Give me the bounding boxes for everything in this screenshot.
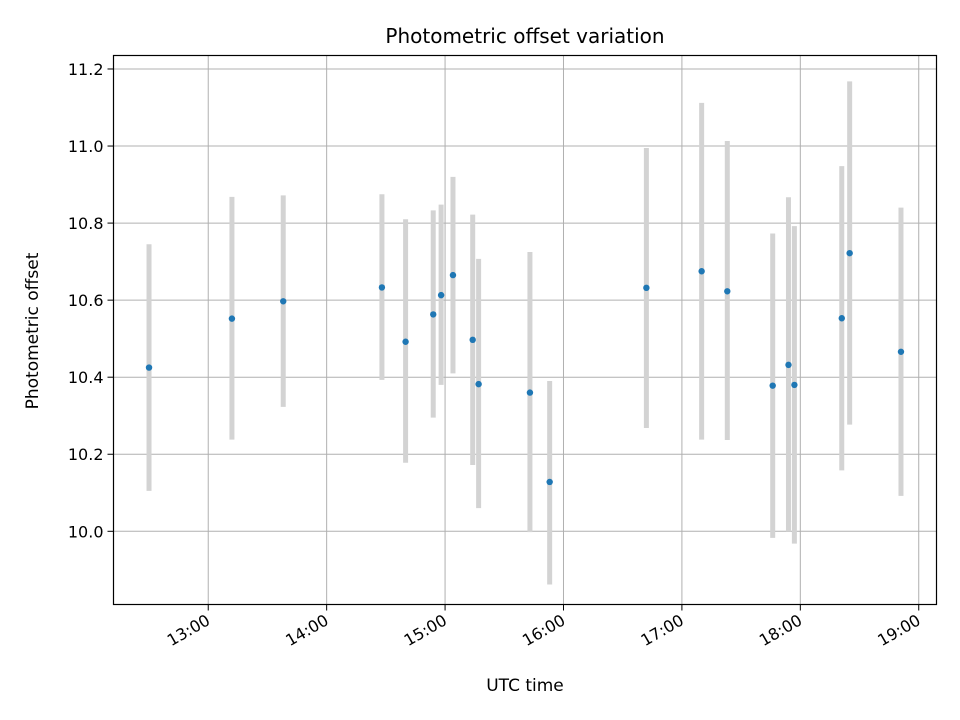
data-point <box>785 361 792 369</box>
data-point <box>791 381 798 389</box>
data-point <box>546 478 553 486</box>
data-point <box>724 288 731 295</box>
grid <box>113 55 937 605</box>
data-point <box>698 268 705 275</box>
y-axis: 10.0 10.2 10.4 10.6 10.8 11.0 11.2 <box>68 60 114 541</box>
data-point <box>526 389 534 396</box>
data-point <box>228 315 236 322</box>
data-point <box>838 315 845 322</box>
y-tick-label: 10.4 <box>68 368 104 387</box>
data-point <box>378 284 386 291</box>
data-point <box>769 382 776 389</box>
y-tick-label: 10.0 <box>68 522 104 541</box>
data-points <box>145 249 905 486</box>
y-tick-label: 11.0 <box>68 137 104 156</box>
x-axis-label: UTC time <box>486 676 564 696</box>
data-point <box>145 364 153 371</box>
data-point <box>437 291 445 299</box>
data-point <box>475 380 482 388</box>
data-point <box>643 284 650 292</box>
data-point <box>897 348 905 355</box>
data-point <box>430 311 437 318</box>
data-point <box>402 338 409 345</box>
data-point <box>469 336 476 344</box>
data-point <box>280 298 287 305</box>
y-tick-label: 10.2 <box>68 445 104 464</box>
plot-frame <box>112 54 938 606</box>
y-tick-label: 10.6 <box>68 291 104 310</box>
chart-title: Photometric offset variation <box>385 24 664 48</box>
data-point <box>449 271 457 279</box>
data-point <box>846 249 853 257</box>
y-axis-label: Photometric offset <box>23 252 43 409</box>
y-tick-label: 10.8 <box>68 214 104 233</box>
y-tick-label: 11.2 <box>68 60 104 79</box>
